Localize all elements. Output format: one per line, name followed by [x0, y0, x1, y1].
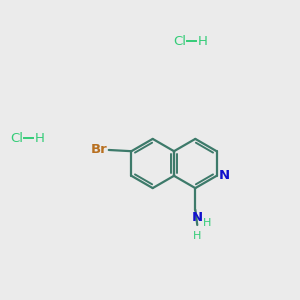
Text: H: H [197, 35, 207, 48]
Text: Br: Br [91, 143, 107, 157]
Text: Cl: Cl [173, 35, 186, 48]
Text: H: H [203, 218, 211, 228]
Text: Cl: Cl [10, 131, 23, 145]
Text: H: H [34, 131, 44, 145]
Text: N: N [219, 169, 230, 182]
Text: N: N [192, 211, 203, 224]
Text: H: H [193, 231, 202, 241]
